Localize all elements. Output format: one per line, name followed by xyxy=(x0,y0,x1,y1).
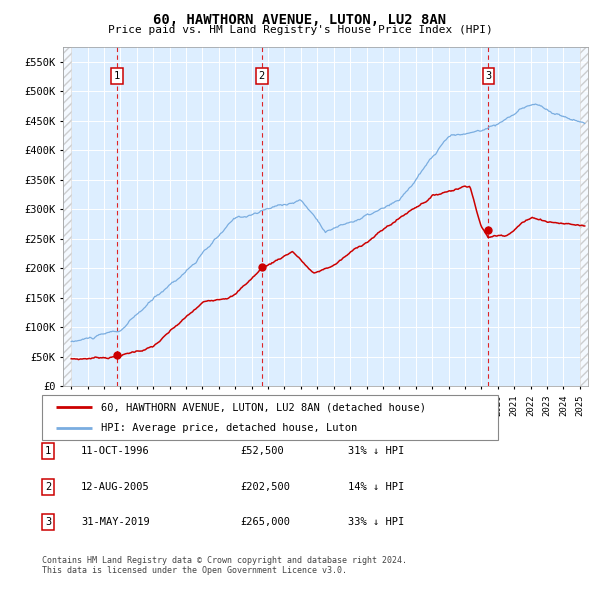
Text: 31% ↓ HPI: 31% ↓ HPI xyxy=(348,447,404,456)
Text: £52,500: £52,500 xyxy=(240,447,284,456)
Text: 1: 1 xyxy=(114,71,120,81)
Text: 60, HAWTHORN AVENUE, LUTON, LU2 8AN: 60, HAWTHORN AVENUE, LUTON, LU2 8AN xyxy=(154,13,446,27)
Text: 12-AUG-2005: 12-AUG-2005 xyxy=(81,482,150,491)
Text: 2: 2 xyxy=(259,71,265,81)
Text: £202,500: £202,500 xyxy=(240,482,290,491)
Text: £265,000: £265,000 xyxy=(240,517,290,527)
Text: 3: 3 xyxy=(45,517,51,527)
Text: 31-MAY-2019: 31-MAY-2019 xyxy=(81,517,150,527)
Text: HPI: Average price, detached house, Luton: HPI: Average price, detached house, Luto… xyxy=(101,422,358,432)
Text: 11-OCT-1996: 11-OCT-1996 xyxy=(81,447,150,456)
Text: 60, HAWTHORN AVENUE, LUTON, LU2 8AN (detached house): 60, HAWTHORN AVENUE, LUTON, LU2 8AN (det… xyxy=(101,402,426,412)
Text: Contains HM Land Registry data © Crown copyright and database right 2024.
This d: Contains HM Land Registry data © Crown c… xyxy=(42,556,407,575)
Text: 2: 2 xyxy=(45,482,51,491)
Text: Price paid vs. HM Land Registry's House Price Index (HPI): Price paid vs. HM Land Registry's House … xyxy=(107,25,493,35)
Text: 1: 1 xyxy=(45,447,51,456)
Text: 14% ↓ HPI: 14% ↓ HPI xyxy=(348,482,404,491)
Text: 33% ↓ HPI: 33% ↓ HPI xyxy=(348,517,404,527)
Text: 3: 3 xyxy=(485,71,491,81)
